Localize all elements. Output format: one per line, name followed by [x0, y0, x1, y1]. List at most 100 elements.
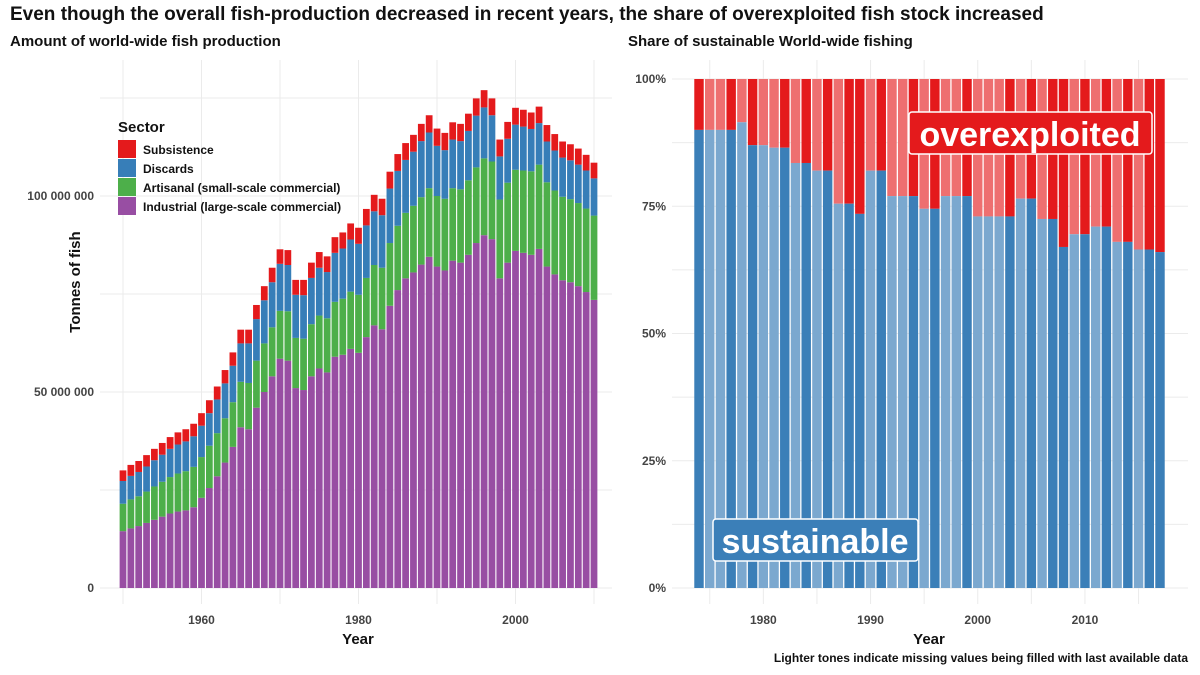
bar-artisanal — [143, 491, 150, 523]
bar-subsistence — [166, 437, 174, 449]
bar-industrial — [221, 462, 229, 588]
bar-subsistence — [362, 208, 370, 226]
bar-sustainable — [930, 208, 940, 589]
bar-industrial — [300, 390, 307, 588]
bar-industrial — [339, 354, 347, 588]
bar-sustainable — [844, 203, 854, 588]
bar-discards — [433, 145, 441, 196]
bar-discards — [551, 150, 559, 191]
bar-artisanal — [245, 382, 252, 430]
bar-subsistence — [519, 109, 527, 127]
bar-industrial — [245, 429, 252, 588]
bar-industrial — [480, 235, 488, 588]
bar-sustainable — [1112, 241, 1122, 588]
overexploited-label: overexploited — [919, 116, 1140, 154]
legend-label-subsistence: Subsistence — [143, 143, 214, 157]
bar-industrial — [135, 526, 143, 588]
bar-discards — [143, 466, 150, 492]
bar-discards — [245, 343, 252, 383]
bar-industrial — [213, 476, 221, 588]
bar-industrial — [590, 299, 598, 588]
bar-artisanal — [535, 164, 543, 249]
bar-subsistence — [527, 112, 535, 129]
bar-sustainable — [994, 216, 1004, 588]
bar-sustainable — [812, 170, 822, 588]
bar-subsistence — [567, 144, 574, 161]
bar-sustainable — [833, 203, 844, 588]
bar-discards — [119, 480, 127, 504]
bar-subsistence — [410, 134, 417, 152]
right-y-tick-label: 25% — [642, 454, 666, 468]
bar-overexploited — [758, 79, 769, 146]
bar-industrial — [205, 488, 213, 588]
bar-industrial — [559, 280, 566, 588]
bar-sustainable — [1005, 216, 1015, 588]
bar-discards — [308, 277, 315, 325]
bar-overexploited — [1112, 79, 1122, 242]
bar-industrial — [237, 427, 245, 588]
bar-discards — [574, 164, 582, 204]
bar-industrial — [488, 239, 496, 588]
bar-subsistence — [465, 113, 472, 131]
bar-industrial — [512, 250, 519, 588]
bar-subsistence — [205, 400, 213, 414]
bar-subsistence — [394, 154, 402, 171]
bar-industrial — [496, 278, 504, 588]
bar-sustainable — [1144, 249, 1154, 588]
bar-subsistence — [260, 286, 268, 301]
bar-artisanal — [190, 466, 198, 508]
bar-subsistence — [143, 455, 150, 467]
overexploited-label-background — [908, 111, 1153, 155]
bar-discards — [276, 263, 284, 311]
bar-artisanal — [488, 161, 496, 240]
bar-subsistence — [425, 115, 433, 133]
bar-artisanal — [551, 190, 559, 275]
bar-artisanal — [166, 477, 174, 514]
bar-industrial — [151, 519, 158, 588]
bar-sustainable — [705, 129, 715, 588]
bar-subsistence — [213, 386, 221, 400]
bar-industrial — [449, 260, 457, 588]
bar-sustainable — [747, 145, 758, 589]
left-y-tick-label: 0 — [87, 581, 94, 595]
left-y-tick-label: 100 000 000 — [27, 189, 94, 203]
bar-subsistence — [457, 123, 464, 142]
bar-artisanal — [417, 197, 425, 265]
bar-sustainable — [737, 122, 747, 588]
bar-discards — [472, 115, 480, 168]
bar-discards — [535, 123, 543, 165]
sustainable-label: sustainable — [721, 523, 908, 561]
bar-artisanal — [229, 402, 237, 447]
bar-industrial — [190, 507, 198, 588]
bar-artisanal — [253, 360, 260, 408]
bar-industrial — [355, 352, 362, 588]
bar-overexploited — [747, 79, 758, 146]
bar-discards — [543, 141, 551, 183]
bar-artisanal — [527, 171, 535, 255]
bar-artisanal — [582, 208, 590, 293]
bar-sustainable — [790, 162, 801, 589]
bar-subsistence — [441, 132, 449, 151]
left-x-tick-label: 1960 — [188, 613, 215, 627]
bar-discards — [355, 243, 362, 295]
bar-subsistence — [543, 125, 551, 142]
bar-discards — [488, 115, 496, 162]
left-x-tick-label: 2000 — [502, 613, 529, 627]
bar-subsistence — [496, 139, 504, 157]
bar-discards — [394, 170, 402, 226]
bar-discards — [339, 248, 347, 299]
bar-artisanal — [496, 199, 504, 279]
bar-artisanal — [284, 311, 292, 361]
bar-discards — [174, 444, 182, 474]
bar-artisanal — [182, 471, 190, 511]
legend-swatch-artisanal — [118, 178, 136, 196]
bar-industrial — [127, 528, 135, 588]
legend-title: Sector — [118, 119, 165, 136]
bar-artisanal — [260, 343, 268, 392]
bar-discards — [559, 157, 566, 197]
bar-sustainable — [983, 216, 994, 588]
bar-discards — [441, 150, 449, 199]
bar-discards — [158, 454, 166, 482]
bar-overexploited — [876, 79, 886, 171]
bar-discards — [402, 159, 409, 213]
